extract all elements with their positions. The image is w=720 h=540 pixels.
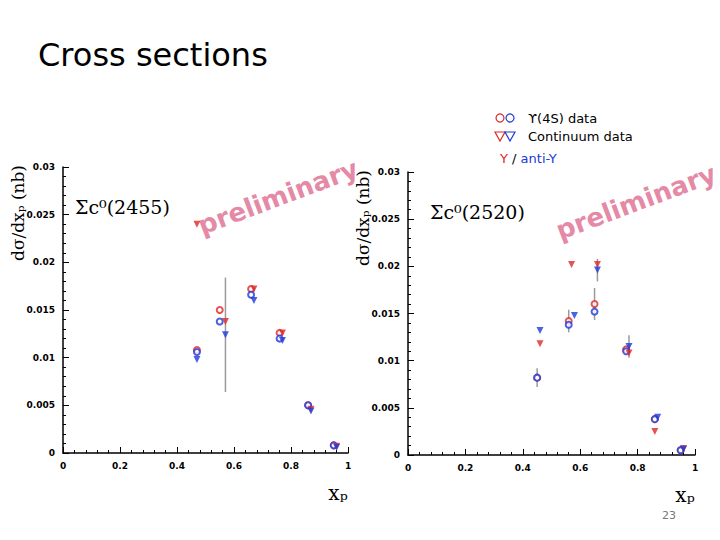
svg-text:ϒ(4S) data: ϒ(4S) data [528,111,597,126]
svg-text:0.2: 0.2 [457,463,473,473]
svg-text:Y: Y [499,151,508,166]
svg-text:0.015: 0.015 [372,309,400,319]
svg-text:0.01: 0.01 [33,353,55,363]
svg-text:0.025: 0.025 [27,210,55,220]
svg-text:Σc⁰(2455): Σc⁰(2455) [75,196,170,218]
svg-text:1: 1 [692,463,698,473]
svg-text:23: 23 [662,509,676,522]
svg-text:0.02: 0.02 [33,257,55,267]
svg-text:0.6: 0.6 [572,463,588,473]
svg-text:0.03: 0.03 [33,162,55,172]
svg-text:0.8: 0.8 [283,461,299,471]
svg-text:0.03: 0.03 [378,167,400,177]
svg-text:0.8: 0.8 [630,463,646,473]
svg-text:0.01: 0.01 [378,356,400,366]
svg-text:/: / [508,151,521,166]
svg-text:0.015: 0.015 [27,305,55,315]
svg-text:0: 0 [405,463,411,473]
svg-text:0.4: 0.4 [169,461,185,471]
svg-text:Cross sections: Cross sections [38,36,268,74]
svg-text:Continuum data: Continuum data [528,129,633,144]
svg-text:xₚ: xₚ [328,481,347,505]
svg-text:0: 0 [394,450,400,460]
svg-text:0: 0 [60,461,66,471]
svg-text:0.005: 0.005 [372,403,400,413]
svg-text:0.005: 0.005 [27,400,55,410]
svg-text:anti-Y: anti-Y [521,151,557,166]
svg-text:0.025: 0.025 [372,214,400,224]
svg-text:xₚ: xₚ [675,483,694,507]
svg-text:0: 0 [49,448,55,458]
svg-text:dσ/dxₚ (nb): dσ/dxₚ (nb) [353,170,373,266]
svg-text:0.6: 0.6 [226,461,242,471]
svg-text:preliminary: preliminary [552,158,720,245]
svg-text:Σc⁰(2520): Σc⁰(2520) [430,201,525,223]
svg-text:0.2: 0.2 [112,461,128,471]
svg-text:0.4: 0.4 [515,463,531,473]
svg-text:0.02: 0.02 [378,261,400,271]
svg-text:1: 1 [345,461,351,471]
svg-text:dσ/dxₚ (nb): dσ/dxₚ (nb) [8,165,28,261]
svg-text:preliminary: preliminary [194,153,363,240]
